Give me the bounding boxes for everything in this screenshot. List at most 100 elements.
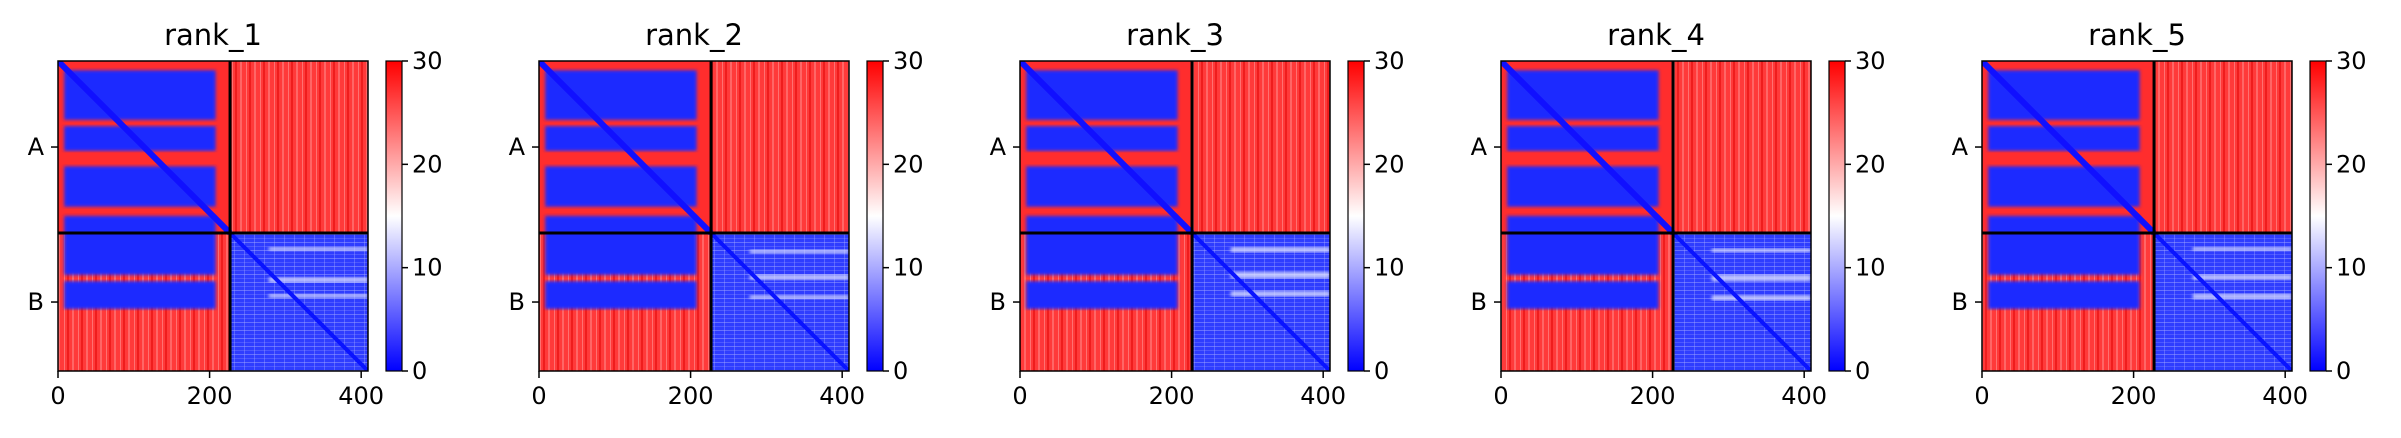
low-error-band: [545, 216, 697, 275]
low-error-band: [545, 70, 697, 120]
low-error-band: [64, 281, 216, 309]
colorbar-tick-label: 0: [412, 357, 427, 385]
colorbar: [1348, 61, 1364, 371]
block-aa: [1020, 61, 1195, 309]
x-tick-label: 0: [1493, 382, 1508, 410]
heatmap-image: [1020, 61, 1330, 371]
low-error-band: [1026, 166, 1178, 207]
colorbar-tick-label: 0: [1855, 357, 1870, 385]
colorbar: [386, 61, 402, 371]
plot-frame: [57, 60, 369, 372]
y-tick-label: A: [990, 133, 1007, 161]
x-tick-label: 0: [1012, 382, 1027, 410]
heatmap-image: [1501, 61, 1811, 371]
light-error-row: [2192, 293, 2292, 300]
block-bb: [1190, 231, 1330, 371]
colorbar-tick-label: 0: [1374, 357, 1389, 385]
light-error-row: [1711, 248, 1811, 253]
x-tick-label: 200: [1149, 382, 1195, 410]
light-error-row: [268, 293, 368, 298]
panel-title: rank_4: [1607, 18, 1705, 52]
pae-panel-1: rank_1 0 200 400 A B 0 10 20 30: [28, 18, 443, 410]
diagonal-a: [1020, 61, 1195, 236]
y-tick-label: A: [509, 133, 526, 161]
low-error-band: [1988, 166, 2140, 207]
light-error-row: [1711, 274, 1811, 282]
colorbar-frame: [866, 60, 884, 372]
diagonal-a: [539, 61, 714, 236]
low-error-band: [1507, 70, 1659, 120]
plot-frame: [1981, 60, 2293, 372]
colorbar-tick-label: 10: [893, 254, 924, 282]
light-error-row: [1230, 290, 1330, 297]
light-error-row: [1230, 271, 1330, 279]
y-tick-label: A: [28, 133, 45, 161]
colorbar-tick-label: 10: [412, 254, 443, 282]
block-aa: [1982, 61, 2157, 309]
x-tick-label: 400: [1781, 382, 1827, 410]
low-error-band: [1026, 216, 1178, 275]
low-error-band: [1988, 216, 2140, 275]
colorbar-tick-label: 30: [1374, 47, 1405, 75]
pae-panel-4: rank_4 0 200 400 A B 0 10 20 30: [1471, 18, 1886, 410]
x-tick-label: 200: [1630, 382, 1676, 410]
low-error-band: [1507, 216, 1659, 275]
colorbar-tick-label: 20: [412, 150, 443, 178]
low-error-band: [1026, 281, 1178, 309]
block-bb: [1671, 231, 1811, 371]
heatmap-image: [539, 61, 849, 371]
light-error-row: [2192, 246, 2292, 251]
x-tick-label: 400: [1300, 382, 1346, 410]
pae-panel-5: rank_5 0 200 400 A B 0 10 20 30: [1952, 18, 2367, 410]
diagonal-a: [58, 61, 233, 236]
colorbar-tick-label: 10: [1374, 254, 1405, 282]
y-tick-label: A: [1471, 133, 1488, 161]
colorbar-tick-label: 30: [1855, 47, 1886, 75]
y-tick-label: B: [509, 288, 525, 316]
low-error-band: [64, 166, 216, 207]
block-aa: [539, 61, 714, 309]
panel-title: rank_5: [2088, 18, 2186, 52]
colorbar-tick-label: 30: [893, 47, 924, 75]
low-error-band: [1507, 126, 1659, 151]
low-error-band: [545, 281, 697, 309]
colorbar-tick-label: 10: [1855, 254, 1886, 282]
colorbar-frame: [1347, 60, 1365, 372]
light-error-row: [749, 295, 849, 300]
heatmap-image: [1982, 61, 2292, 371]
light-error-row: [1230, 246, 1330, 253]
plot-frame: [538, 60, 850, 372]
x-tick-label: 0: [1974, 382, 1989, 410]
y-tick-label: B: [28, 288, 44, 316]
y-tick-label: A: [1952, 133, 1969, 161]
pae-panel-3: rank_3 0 200 400 A B 0 10 20 30: [990, 18, 1405, 410]
low-error-band: [1988, 126, 2140, 151]
low-error-band: [64, 126, 216, 151]
x-tick-label: 0: [531, 382, 546, 410]
low-error-band: [64, 216, 216, 275]
colorbar-tick-label: 30: [412, 47, 443, 75]
colorbar-tick-label: 20: [2336, 150, 2367, 178]
colorbar-tick-label: 20: [1855, 150, 1886, 178]
colorbar-tick-label: 30: [2336, 47, 2367, 75]
colorbar-frame: [1828, 60, 1846, 372]
low-error-band: [1507, 166, 1659, 207]
diagonal-a: [1982, 61, 2157, 236]
low-error-band: [64, 70, 216, 120]
block-bb: [228, 231, 368, 371]
low-error-band: [1988, 70, 2140, 120]
colorbar-frame: [385, 60, 403, 372]
x-tick-label: 200: [2111, 382, 2157, 410]
colorbar-tick-label: 10: [2336, 254, 2367, 282]
y-tick-label: B: [1952, 288, 1968, 316]
block-aa: [58, 61, 233, 309]
diagonal-b: [1190, 231, 1330, 371]
low-error-band: [1507, 281, 1659, 309]
y-tick-label: B: [990, 288, 1006, 316]
low-error-band: [545, 126, 697, 151]
pae-panel-2: rank_2 0 200 400 A B 0 10 20 30: [509, 18, 924, 410]
x-tick-label: 400: [819, 382, 865, 410]
light-error-row: [1711, 295, 1811, 301]
diagonal-b: [1671, 231, 1811, 371]
